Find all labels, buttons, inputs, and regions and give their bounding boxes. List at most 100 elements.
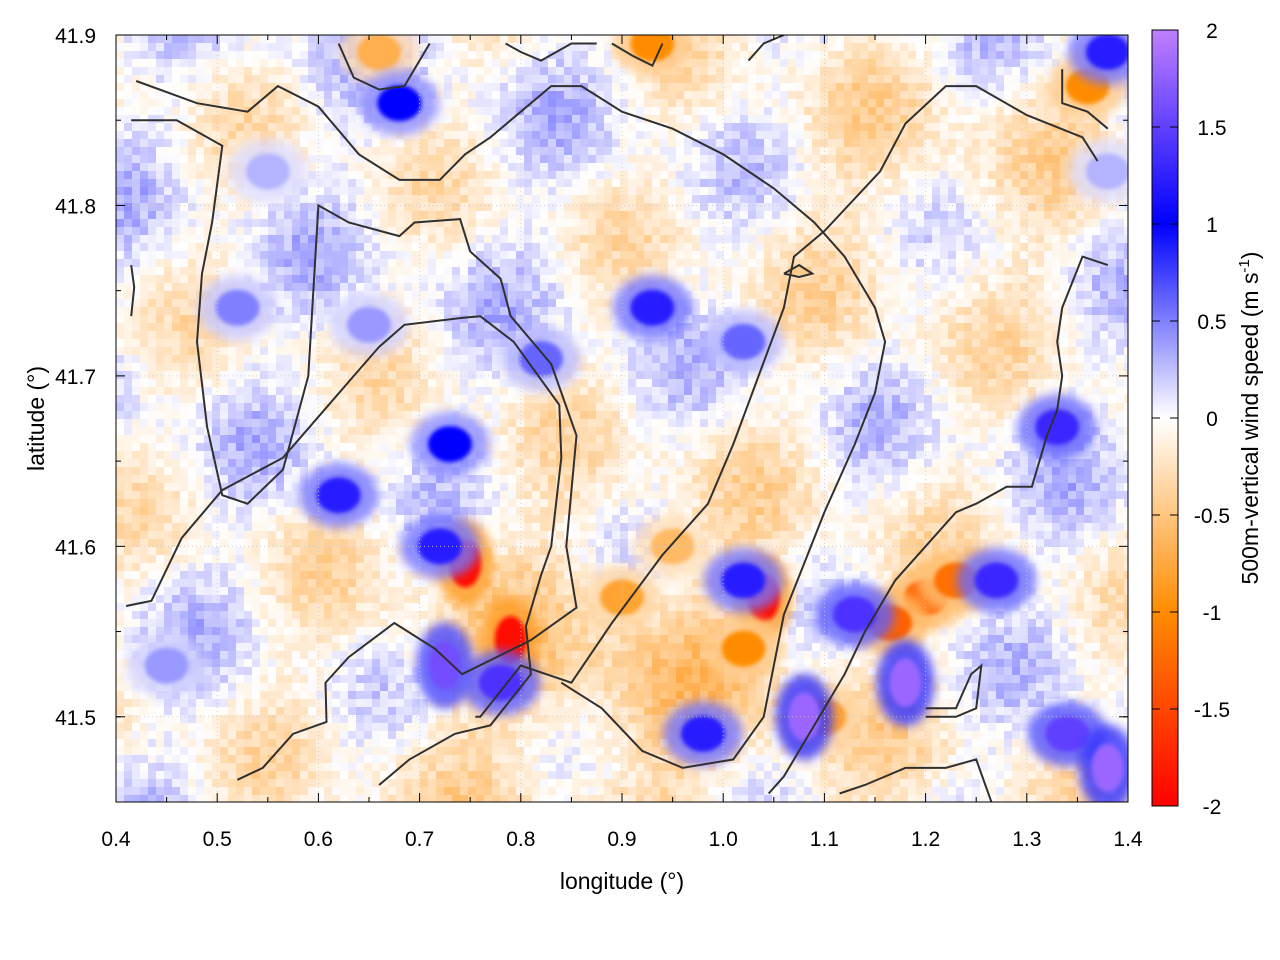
heat-cell	[1100, 211, 1109, 220]
heat-cell	[308, 91, 317, 100]
heat-cell	[740, 139, 749, 148]
heat-cell	[788, 219, 797, 228]
heat-cell	[380, 283, 389, 292]
heat-cell	[860, 291, 869, 300]
heat-cell	[1108, 307, 1117, 316]
heat-cell	[972, 211, 981, 220]
heat-cell	[412, 155, 421, 164]
heat-cell	[932, 179, 941, 188]
heat-cell	[444, 107, 453, 116]
heat-cell	[308, 51, 317, 60]
heat-cell	[660, 155, 669, 164]
heat-cell	[884, 59, 893, 68]
heat-cell	[804, 339, 813, 348]
heat-cell	[508, 171, 517, 180]
heat-cell	[516, 35, 525, 44]
heat-cell	[956, 115, 965, 124]
heat-cell	[324, 283, 333, 292]
heat-cell	[308, 283, 317, 292]
heat-cell	[988, 227, 997, 236]
heat-cell	[436, 339, 445, 348]
heat-cell	[484, 147, 493, 156]
heat-cell	[148, 75, 157, 84]
heat-cell	[1060, 203, 1069, 212]
heat-cell	[588, 179, 597, 188]
heat-cell	[356, 283, 365, 292]
heat-cell	[796, 315, 805, 324]
heat-cell	[548, 43, 557, 52]
heat-cell	[428, 235, 437, 244]
heat-cell	[804, 163, 813, 172]
heat-cell	[972, 179, 981, 188]
heat-cell	[644, 259, 653, 268]
heat-cell	[292, 211, 301, 220]
heat-cell	[348, 83, 357, 92]
heat-cell	[732, 179, 741, 188]
heat-cell	[604, 339, 613, 348]
heat-cell	[772, 59, 781, 68]
heat-cell	[964, 291, 973, 300]
heat-cell	[524, 299, 533, 308]
heat-cell	[988, 331, 997, 340]
heat-cell	[548, 243, 557, 252]
heat-cell	[804, 315, 813, 324]
heat-cell	[588, 91, 597, 100]
heat-cell	[452, 195, 461, 204]
heat-cell	[988, 275, 997, 284]
heat-cell	[284, 43, 293, 52]
heat-cell	[500, 315, 509, 324]
heat-cell	[476, 227, 485, 236]
heat-cell	[1020, 179, 1029, 188]
heat-cell	[972, 123, 981, 132]
heat-cell	[676, 219, 685, 228]
heat-cell	[804, 179, 813, 188]
heat-cell	[340, 291, 349, 300]
heat-cell	[420, 195, 429, 204]
heat-cell	[436, 51, 445, 60]
heat-cell	[924, 139, 933, 148]
heat-cell	[452, 235, 461, 244]
heat-cell	[996, 179, 1005, 188]
heat-cell	[764, 243, 773, 252]
heat-cell	[892, 203, 901, 212]
heat-cell	[180, 147, 189, 156]
heat-cell	[228, 67, 237, 76]
heat-cell	[268, 331, 277, 340]
heat-cell	[236, 51, 245, 60]
heat-cell	[420, 283, 429, 292]
heat-cell	[852, 259, 861, 268]
heat-cell	[116, 35, 125, 44]
heat-cell	[388, 235, 397, 244]
heat-cell	[164, 59, 173, 68]
heat-cell	[996, 275, 1005, 284]
heat-cell	[468, 283, 477, 292]
heat-cell	[628, 163, 637, 172]
heat-cell	[900, 139, 909, 148]
heat-cell	[916, 171, 925, 180]
heat-cell	[908, 195, 917, 204]
heat-cell	[924, 91, 933, 100]
heat-cell	[668, 203, 677, 212]
heat-cell	[988, 187, 997, 196]
heat-cell	[588, 43, 597, 52]
heat-cell	[404, 147, 413, 156]
heat-cell	[980, 259, 989, 268]
heat-cell	[1028, 307, 1037, 316]
heat-cell	[652, 243, 661, 252]
heat-cell	[684, 59, 693, 68]
heat-cell	[300, 187, 309, 196]
heat-cell	[900, 75, 909, 84]
heat-cell	[780, 267, 789, 276]
heat-cell	[940, 91, 949, 100]
heat-cell	[980, 187, 989, 196]
heat-cell	[316, 299, 325, 308]
heat-cell	[476, 131, 485, 140]
heat-cell	[596, 251, 605, 260]
heat-cell	[308, 171, 317, 180]
heat-cell	[156, 227, 165, 236]
heat-cell	[1052, 171, 1061, 180]
heat-cell	[676, 203, 685, 212]
heat-cell	[276, 99, 285, 108]
heat-cell	[764, 59, 773, 68]
heat-cell	[804, 43, 813, 52]
